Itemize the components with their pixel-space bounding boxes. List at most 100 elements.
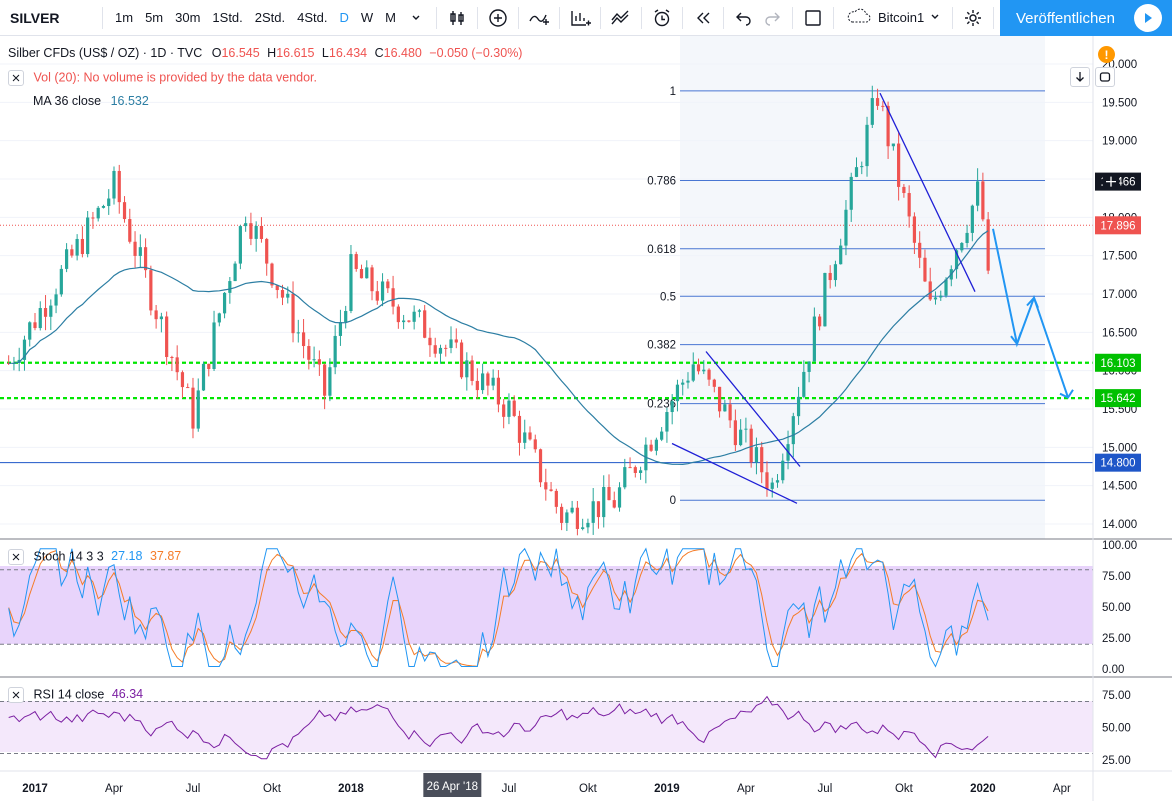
compare-icon[interactable] <box>566 4 594 32</box>
plus-circle-icon[interactable] <box>484 4 512 32</box>
interval-30m[interactable]: 30m <box>175 10 201 25</box>
redo-icon[interactable] <box>758 4 786 32</box>
candle-body <box>654 439 658 451</box>
candle-body <box>749 428 753 463</box>
price-badge-label: 16.103 <box>1100 358 1135 370</box>
interval-5m[interactable]: 5m <box>145 10 164 25</box>
replay-icon[interactable] <box>689 4 717 32</box>
separator <box>833 6 835 29</box>
candle-body <box>254 225 258 239</box>
templates-icon[interactable] <box>607 4 635 32</box>
candle-body <box>238 226 242 264</box>
candle-body <box>933 297 938 300</box>
layout-menu[interactable]: Bitcoin1 <box>840 8 946 27</box>
candle-body <box>565 512 569 523</box>
candle-body <box>591 501 595 523</box>
fullscreen-icon[interactable] <box>799 4 827 32</box>
candle-body <box>454 339 458 343</box>
vol-label[interactable]: Vol (20): <box>33 70 81 85</box>
arrow-down-icon[interactable] <box>1070 67 1090 87</box>
candle-body <box>143 247 148 271</box>
stoch-label[interactable]: Stoch 14 3 3 <box>33 549 104 564</box>
separator <box>436 6 438 29</box>
time-tick-label: Okt <box>895 783 914 795</box>
candle-body <box>554 490 558 507</box>
time-tick-label: 2019 <box>654 783 680 795</box>
symbol-title[interactable]: Silber CFDs (US$ / OZ) · 1D · TVC <box>8 46 203 60</box>
alarm-icon[interactable] <box>648 4 676 32</box>
candle-body <box>628 467 632 469</box>
price-badge-label: 14.800 <box>1100 458 1135 470</box>
symbol-search[interactable]: SILVER <box>10 9 60 26</box>
candle-body <box>444 347 448 349</box>
candle-body <box>612 500 616 508</box>
time-tick-label: Okt <box>263 783 282 795</box>
interval-2h[interactable]: 2Std. <box>254 10 286 25</box>
indicator-icon[interactable] <box>525 4 553 32</box>
candles-icon[interactable] <box>443 4 471 32</box>
candle-body <box>70 249 74 256</box>
interval-1m[interactable]: 1m <box>115 10 134 25</box>
alert-icon[interactable]: ! <box>1098 46 1115 63</box>
interval-week[interactable]: W <box>360 10 374 25</box>
refresh-icon[interactable] <box>1095 67 1115 87</box>
interval-month[interactable]: M <box>385 10 397 25</box>
vol-legend: Vol (20): No volume is provided by the d… <box>8 70 317 86</box>
candle-body <box>828 272 832 281</box>
main-legend: Silber CFDs (US$ / OZ) · 1D · TVC O16.54… <box>8 46 522 60</box>
candle-body <box>244 223 248 227</box>
candle-body <box>486 373 490 386</box>
candle-body <box>280 290 285 298</box>
candle-body <box>507 400 511 417</box>
fib-level-label: 0.786 <box>647 176 676 188</box>
chevron-down-icon <box>930 10 940 25</box>
time-badge-label: 26 Apr '18 <box>427 781 478 793</box>
collapse-icon[interactable] <box>8 687 24 703</box>
crosshair-plus-icon <box>1106 176 1116 187</box>
candle-body <box>681 382 685 385</box>
undo-icon[interactable] <box>730 4 758 32</box>
candle-body <box>696 364 701 372</box>
ma-label[interactable]: MA 36 close <box>33 94 102 108</box>
time-tick-label: Apr <box>737 783 755 795</box>
candle-body <box>270 263 274 286</box>
trendline[interactable] <box>705 351 801 467</box>
candle-body <box>233 263 237 282</box>
price-tick-label: 14.000 <box>1102 519 1137 531</box>
interval-1h[interactable]: 1Std. <box>212 10 243 25</box>
trendline[interactable] <box>671 442 798 504</box>
publish-button[interactable]: Veröffentlichen <box>1000 0 1172 36</box>
play-icon[interactable] <box>1134 4 1162 32</box>
change-value: −0.050 (−0.30%) <box>429 46 523 60</box>
candle-body <box>222 292 227 314</box>
candle-body <box>586 522 590 528</box>
chevron-down-icon[interactable] <box>402 4 430 32</box>
forecast-arrow-path[interactable] <box>992 228 1069 398</box>
candle-body <box>760 447 764 473</box>
candle-body <box>560 506 564 523</box>
candle-body <box>265 238 269 264</box>
collapse-icon[interactable] <box>8 70 24 86</box>
candle-body <box>881 105 885 107</box>
arrow-head <box>1059 389 1074 399</box>
price-badge <box>1095 353 1141 372</box>
collapse-icon[interactable] <box>8 549 24 565</box>
rsi-label[interactable]: RSI 14 close <box>33 687 105 702</box>
stoch-d-line <box>8 548 989 667</box>
candle-body <box>754 447 759 463</box>
candle-body <box>43 308 48 317</box>
time-tick-label: 2017 <box>22 783 48 795</box>
settings-icon[interactable] <box>959 4 987 32</box>
candle-body <box>312 359 316 361</box>
candle-body <box>907 193 911 217</box>
candle-body <box>286 293 290 298</box>
candle-body <box>296 332 300 334</box>
candle-body <box>702 369 706 372</box>
interval-4h[interactable]: 4Std. <box>297 10 328 25</box>
interval-day[interactable]: D <box>339 10 349 25</box>
candle-body <box>28 322 32 340</box>
candle-body <box>349 254 353 311</box>
price-tick-label: 15.000 <box>1102 442 1137 454</box>
trendline[interactable] <box>879 92 976 292</box>
